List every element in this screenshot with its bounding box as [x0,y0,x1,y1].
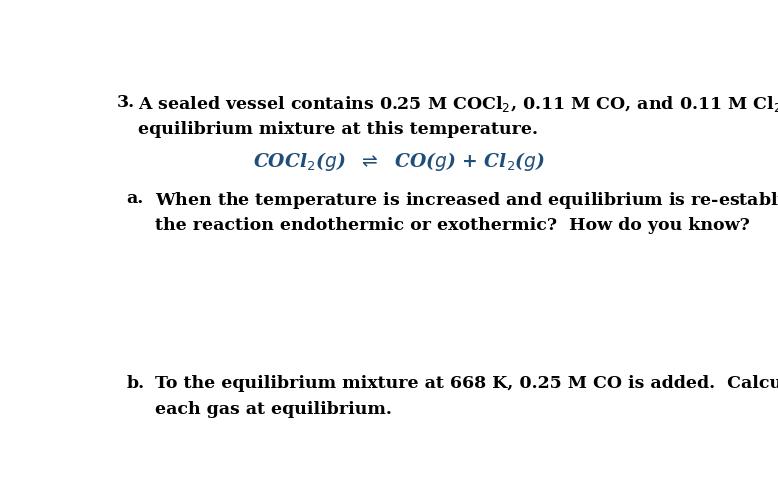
Text: 3.: 3. [117,94,135,111]
Text: A sealed vessel contains 0.25 M COCl$_2$, 0.11 M CO, and 0.11 M Cl$_2$ at 668 K,: A sealed vessel contains 0.25 M COCl$_2$… [138,94,778,114]
Text: a.: a. [126,190,143,207]
Text: COCl$_2$($g$)  $\rightleftharpoons$  CO($g$) + Cl$_2$($g$): COCl$_2$($g$) $\rightleftharpoons$ CO($g… [253,150,545,173]
Text: b.: b. [126,375,144,392]
Text: equilibrium mixture at this temperature.: equilibrium mixture at this temperature. [138,121,538,138]
Text: When the temperature is increased and equilibrium is re-established, [COCl$_2$] : When the temperature is increased and eq… [155,190,778,211]
Text: each gas at equilibrium.: each gas at equilibrium. [155,401,392,418]
Text: the reaction endothermic or exothermic?  How do you know?: the reaction endothermic or exothermic? … [155,217,750,234]
Text: To the equilibrium mixture at 668 K, 0.25 M CO is added.  Calculate the concentr: To the equilibrium mixture at 668 K, 0.2… [155,375,778,392]
